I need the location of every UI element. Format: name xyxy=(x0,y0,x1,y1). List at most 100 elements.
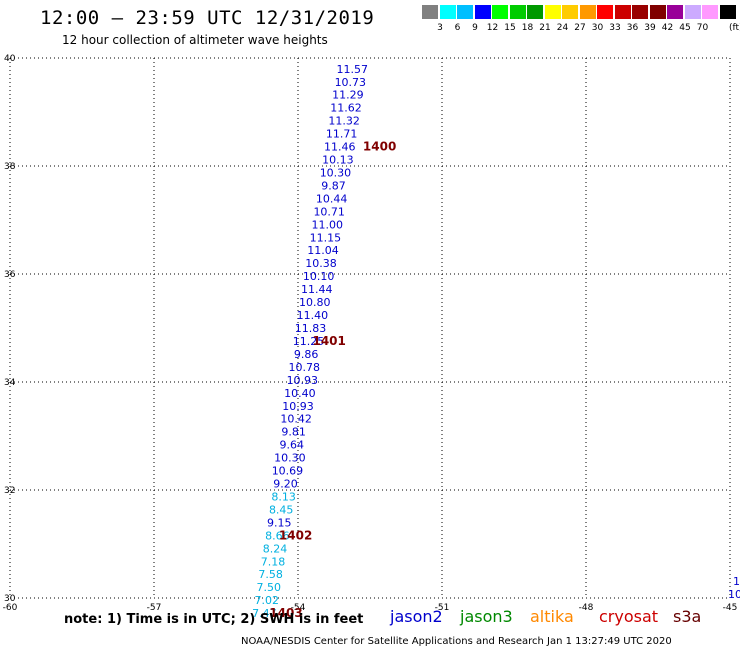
colorbar-label: 3 xyxy=(437,23,443,33)
wave-height-point: 7.50 xyxy=(256,581,281,594)
legend-altika: altika xyxy=(530,607,574,626)
wave-height-point: 9.81 xyxy=(281,426,306,439)
wave-height-point: 8.66 xyxy=(265,529,290,542)
colorbar-label: 24 xyxy=(556,23,569,33)
colorbar-label: 45 xyxy=(679,23,691,33)
colorbar-swatch xyxy=(544,5,561,19)
wave-height-point: 9.15 xyxy=(267,516,292,529)
wave-height-point: 10.30 xyxy=(320,166,352,179)
colorbar-swatch xyxy=(527,5,543,19)
wave-height-point: 10.38 xyxy=(305,257,337,270)
data-points: 11.5710.7311.2911.6211.3211.7111.4610.13… xyxy=(252,63,368,620)
colorbar-swatch xyxy=(614,5,631,19)
wave-height-point: 9.64 xyxy=(280,439,305,452)
colorbar-label: 39 xyxy=(644,23,656,33)
y-tick-label: 34 xyxy=(4,378,16,388)
colorbar-swatch xyxy=(649,5,666,19)
chart-title: 12:00 — 23:59 UTC 12/31/2019 xyxy=(40,7,375,29)
wave-height-point: 9.86 xyxy=(294,348,319,361)
edge-point-label: 10 xyxy=(728,588,740,601)
wave-height-point: 8.24 xyxy=(263,542,288,555)
y-tick-label: 32 xyxy=(4,486,15,496)
wave-height-point: 11.83 xyxy=(295,322,327,335)
wave-height-point: 10.73 xyxy=(335,76,367,89)
wave-height-point: 8.13 xyxy=(271,490,296,503)
edge-point-label: 1 xyxy=(733,575,740,588)
colorbar-swatch xyxy=(562,5,578,19)
colorbar-swatch xyxy=(457,5,473,19)
legend-s3a: s3a xyxy=(673,607,702,626)
wave-height-point: 11.25 xyxy=(293,335,325,348)
colorbar-swatch xyxy=(492,5,508,19)
wave-height-point: 11.29 xyxy=(332,89,364,102)
axes: -60 -57 -54 -51 -48 -45 30 32 34 36 38 40 xyxy=(3,54,738,613)
colorbar-swatch xyxy=(579,5,596,19)
x-tick-label: -48 xyxy=(579,603,594,613)
colorbar-swatch xyxy=(509,5,526,19)
pass-time-label: 1401 xyxy=(312,334,345,348)
y-tick-label: 36 xyxy=(4,270,16,280)
wave-height-point: 11.32 xyxy=(328,115,360,128)
wave-height-point: 8.45 xyxy=(269,503,294,516)
wave-height-point: 10.44 xyxy=(316,192,348,205)
wave-height-point: 10.78 xyxy=(288,361,320,374)
wave-height-point: 10.93 xyxy=(287,374,319,387)
wave-height-point: 11.00 xyxy=(312,218,344,231)
colorbar-swatch xyxy=(422,5,438,19)
wave-height-point: 10.30 xyxy=(274,452,306,465)
x-tick-label: -57 xyxy=(147,603,162,613)
colorbar-swatch xyxy=(684,5,701,19)
wave-height-point: 10.71 xyxy=(313,205,345,218)
chart-subtitle: 12 hour collection of altimeter wave hei… xyxy=(62,33,328,47)
legend-jason2: jason2 xyxy=(390,607,443,626)
colorbar-label: 21 xyxy=(539,23,551,33)
pass-time-label: 1400 xyxy=(363,140,396,154)
wave-height-point: 9.87 xyxy=(321,179,346,192)
pass-time-label: 1403 xyxy=(269,606,302,620)
wave-height-point: 7.47 xyxy=(252,607,277,620)
wave-height-point: 10.42 xyxy=(280,413,312,426)
legend-jason3: jason3 xyxy=(460,607,513,626)
colorbar-label: 27 xyxy=(574,23,586,33)
wave-height-point: 10.93 xyxy=(282,400,314,413)
pass-annotations: 1400 1401 1402 1403 110 xyxy=(269,140,740,621)
x-tick-label: -54 xyxy=(291,603,306,613)
y-tick-label: 40 xyxy=(4,54,16,64)
colorbar-label: 15 xyxy=(504,23,516,33)
x-tick-label: -51 xyxy=(435,603,450,613)
wave-height-point: 10.69 xyxy=(272,465,304,478)
wave-height-point: 7.02 xyxy=(255,594,280,607)
colorbar-label: 30 xyxy=(591,23,604,33)
colorbar-swatch xyxy=(702,5,718,19)
wave-height-point: 11.04 xyxy=(307,244,339,257)
colorbar-swatch xyxy=(439,5,456,19)
wave-height-point: 7.18 xyxy=(261,555,286,568)
wave-height-point: 10.10 xyxy=(303,270,335,283)
legend-cryosat: cryosat xyxy=(599,607,659,626)
wave-height-point: 11.44 xyxy=(301,283,333,296)
colorbar-label: 36 xyxy=(626,23,639,33)
wave-height-point: 11.46 xyxy=(324,141,356,154)
colorbar-swatch xyxy=(667,5,683,19)
y-tick-label: 38 xyxy=(4,162,16,172)
x-tick-label: -60 xyxy=(3,603,18,613)
wave-height-point: 11.62 xyxy=(330,102,362,115)
wave-height-point: 10.40 xyxy=(284,387,316,400)
credit-line: NOAA/NESDIS Center for Satellite Applica… xyxy=(241,636,672,647)
wave-height-point: 11.57 xyxy=(336,63,368,76)
grid-lines xyxy=(9,57,731,599)
wave-height-point: 11.15 xyxy=(310,231,342,244)
wave-height-point: 7.58 xyxy=(258,568,283,581)
colorbar-label: 18 xyxy=(521,23,534,33)
colorbar-unit: (ft) xyxy=(729,23,740,33)
colorbar-swatch xyxy=(597,5,613,19)
footer-note: note: 1) Time is in UTC; 2) SWH is in fe… xyxy=(64,612,364,627)
pass-time-label: 1402 xyxy=(279,528,312,542)
wave-height-point: 10.80 xyxy=(299,296,331,309)
wave-height-point: 11.40 xyxy=(297,309,329,322)
colorbar-label: 33 xyxy=(609,23,621,33)
wave-height-point: 10.13 xyxy=(322,154,354,167)
y-tick-label: 30 xyxy=(4,594,16,604)
colorbar-label: 6 xyxy=(454,23,461,33)
